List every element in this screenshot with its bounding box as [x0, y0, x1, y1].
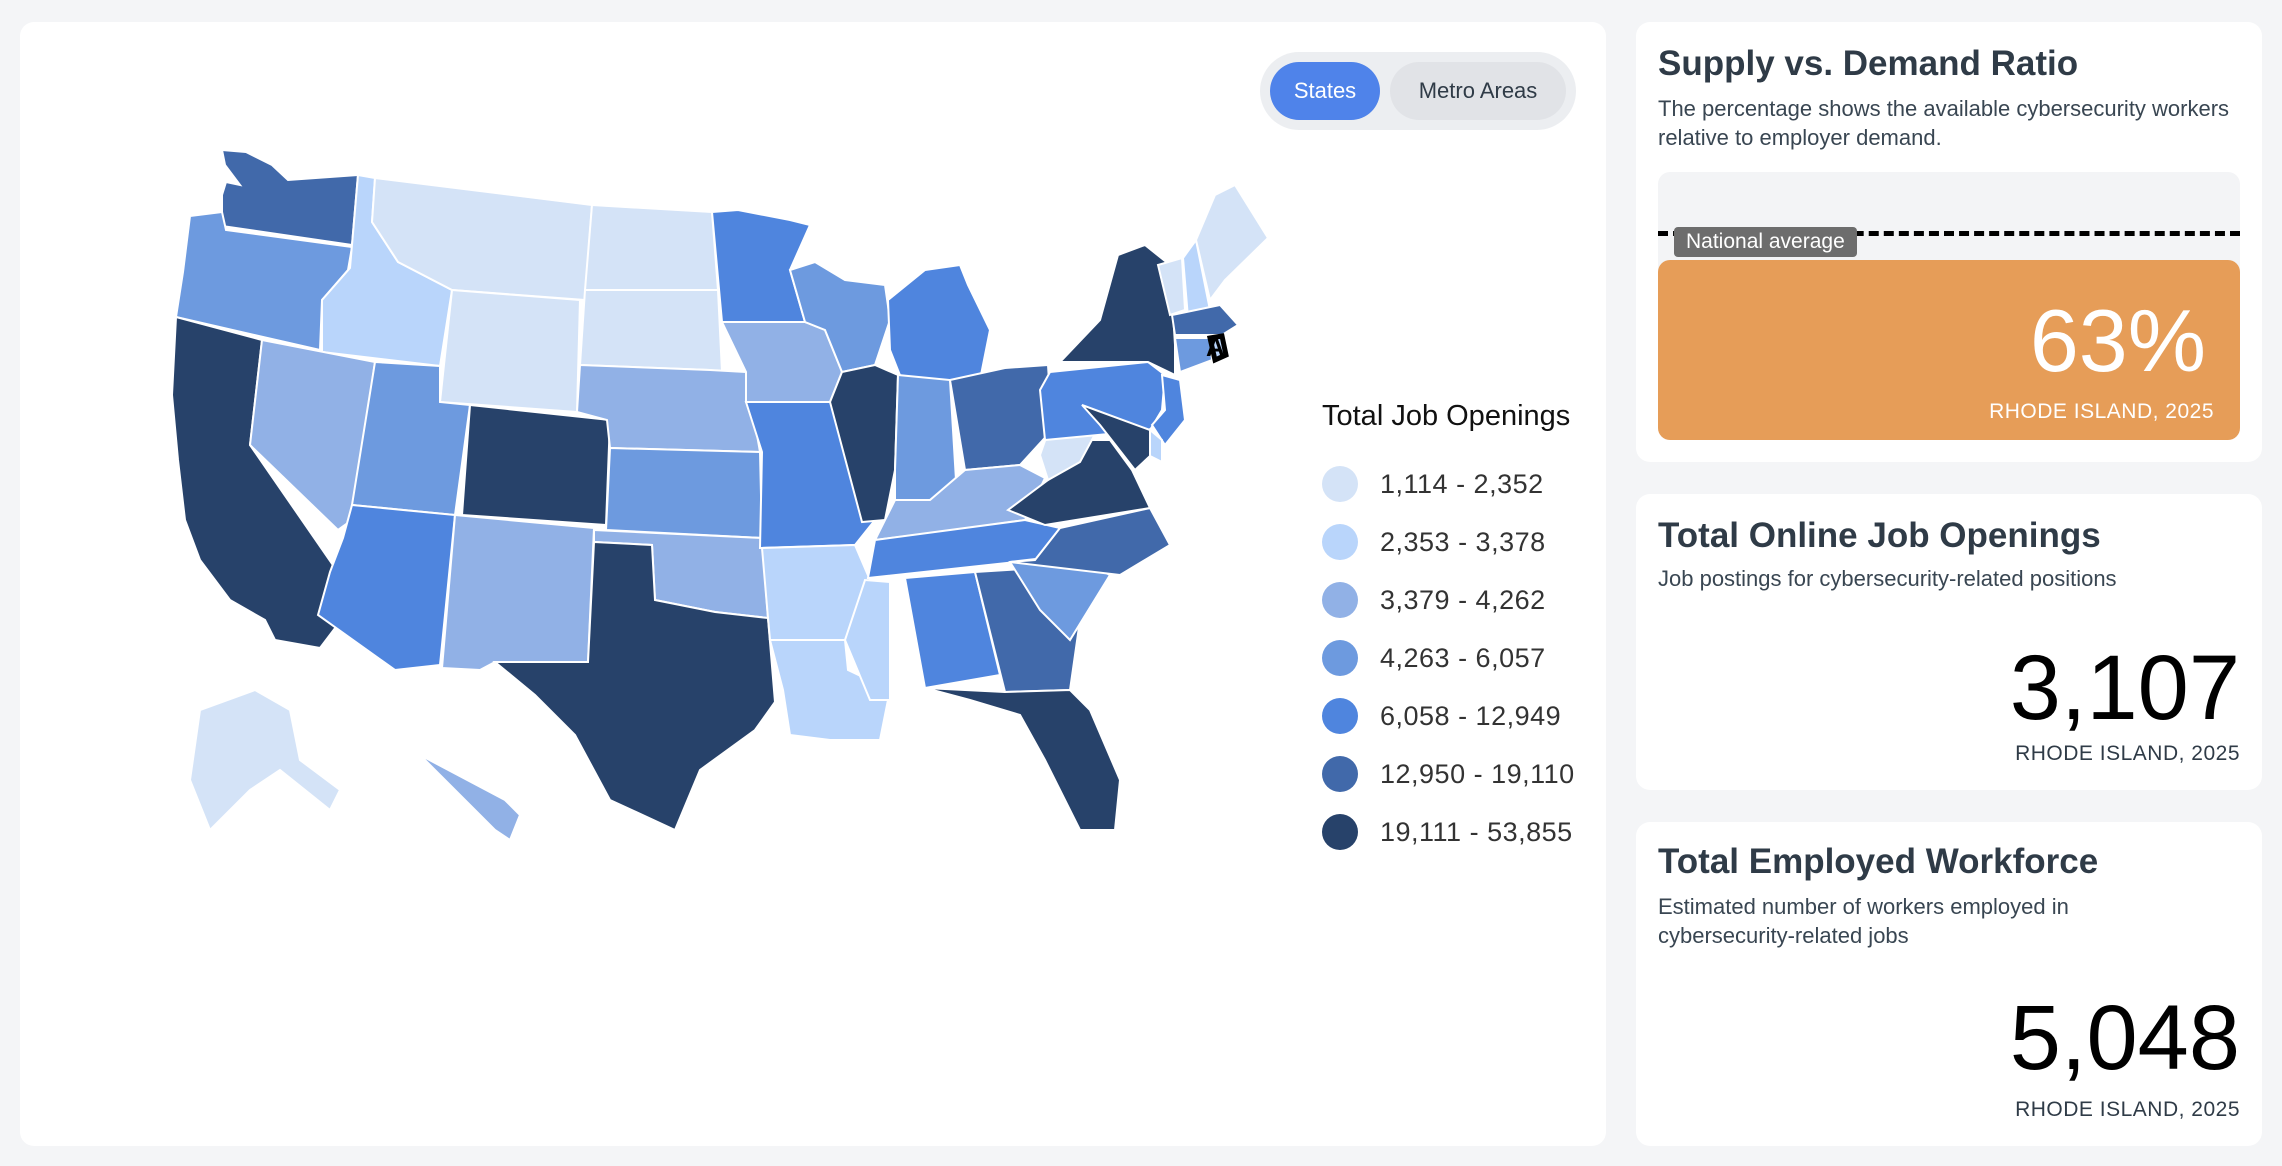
job-openings-value: 3,107 — [2009, 637, 2240, 739]
workforce-location: RHODE ISLAND, 2025 — [2015, 1098, 2240, 1121]
legend-swatch — [1322, 640, 1358, 676]
legend-item[interactable]: 3,379 - 4,262 — [1322, 571, 1602, 629]
ratio-value: 63% — [2029, 291, 2206, 390]
job-openings-card: Total Online Job Openings Job postings f… — [1636, 494, 2262, 790]
legend-item[interactable]: 12,950 - 19,110 — [1322, 745, 1602, 803]
workforce-card: Total Employed Workforce Estimated numbe… — [1636, 822, 2262, 1146]
workforce-title: Total Employed Workforce — [1658, 842, 2099, 881]
legend-swatch — [1322, 814, 1358, 850]
legend-label: 12,950 - 19,110 — [1380, 758, 1575, 789]
legend-label: 1,114 - 2,352 — [1380, 468, 1544, 499]
legend-item[interactable]: 2,353 - 3,378 — [1322, 513, 1602, 571]
legend-label: 6,058 - 12,949 — [1380, 700, 1562, 731]
state-tx[interactable] — [492, 540, 777, 832]
legend-swatch — [1322, 756, 1358, 792]
workforce-value: 5,048 — [2009, 987, 2240, 1089]
state-hi[interactable] — [419, 754, 522, 842]
legend-item[interactable]: 1,114 - 2,352 — [1322, 455, 1602, 513]
state-wi[interactable] — [788, 260, 892, 374]
legend-title: Total Job Openings — [1322, 400, 1571, 432]
legend-label: 4,263 - 6,057 — [1380, 642, 1546, 673]
state-in[interactable] — [894, 373, 958, 501]
legend-swatch — [1322, 466, 1358, 502]
legend-item[interactable]: 19,111 - 53,855 — [1322, 803, 1602, 861]
legend-label: 19,111 - 53,855 — [1380, 816, 1573, 847]
legend-label: 3,379 - 4,262 — [1380, 584, 1546, 615]
ratio-chart: 63% RHODE ISLAND, 2025 National average — [1658, 172, 2240, 440]
legend-swatch — [1322, 582, 1358, 618]
state-nj[interactable] — [1150, 373, 1187, 447]
supply-demand-title: Supply vs. Demand Ratio — [1658, 44, 2079, 83]
supply-demand-subtitle: The percentage shows the available cyber… — [1658, 96, 2230, 150]
legend-swatch — [1322, 524, 1358, 560]
state-il[interactable] — [828, 363, 900, 524]
state-fl[interactable] — [924, 687, 1122, 831]
states-toggle-button[interactable]: States — [1270, 62, 1380, 120]
legend-label: 2,353 - 3,378 — [1380, 526, 1546, 557]
job-openings-subtitle: Job postings for cybersecurity-related p… — [1658, 566, 2117, 591]
state-md[interactable] — [1081, 404, 1151, 472]
map-panel: A States Metro Areas Total Job Openings … — [20, 22, 1606, 1146]
state-ks[interactable] — [604, 446, 764, 540]
state-ma[interactable] — [1170, 303, 1240, 336]
ratio-bar: 63% RHODE ISLAND, 2025 — [1658, 260, 2240, 440]
state-nc[interactable] — [1009, 506, 1172, 577]
metro-areas-toggle-button[interactable]: Metro Areas — [1390, 62, 1566, 120]
state-vt[interactable] — [1156, 256, 1187, 317]
national-average-line — [1658, 231, 2240, 236]
selected-state-marker: A — [1206, 332, 1225, 362]
us-choropleth-map[interactable]: A — [20, 22, 1606, 1146]
legend-swatch — [1322, 698, 1358, 734]
state-mi[interactable] — [886, 263, 992, 390]
state-mn[interactable] — [710, 208, 812, 323]
map-legend: Total Job Openings 1,114 - 2,352 2,353 - … — [1322, 400, 1602, 861]
legend-item[interactable]: 4,263 - 6,057 — [1322, 629, 1602, 687]
workforce-subtitle: Estimated number of workers employed in … — [1658, 894, 2069, 948]
state-co[interactable] — [460, 403, 612, 527]
state-ct[interactable] — [1173, 337, 1214, 374]
job-openings-title: Total Online Job Openings — [1658, 516, 2101, 555]
state-nd[interactable] — [583, 203, 720, 291]
state-la[interactable] — [768, 639, 892, 741]
ratio-location: RHODE ISLAND, 2025 — [1989, 400, 2214, 423]
state-nm[interactable] — [440, 513, 596, 672]
national-average-label: National average — [1674, 227, 1857, 257]
state-oh[interactable] — [948, 363, 1054, 472]
legend-item[interactable]: 6,058 - 12,949 — [1322, 687, 1602, 745]
state-nv[interactable] — [248, 338, 377, 532]
state-sd[interactable] — [578, 289, 724, 374]
state-wy[interactable] — [438, 288, 582, 414]
state-wa[interactable] — [220, 148, 360, 247]
legend-items: 1,114 - 2,352 2,353 - 3,378 3,379 - 4,262 4… — [1322, 455, 1602, 861]
selected-state-outline — [1206, 333, 1229, 364]
job-openings-location: RHODE ISLAND, 2025 — [2015, 742, 2240, 765]
state-ms[interactable] — [843, 578, 891, 701]
state-ca[interactable] — [170, 315, 347, 650]
supply-demand-card: Supply vs. Demand Ratio The percentage s… — [1636, 22, 2262, 462]
state-me[interactable] — [1194, 183, 1270, 303]
view-toggle: States Metro Areas — [1260, 52, 1576, 130]
state-ak[interactable] — [188, 688, 342, 832]
